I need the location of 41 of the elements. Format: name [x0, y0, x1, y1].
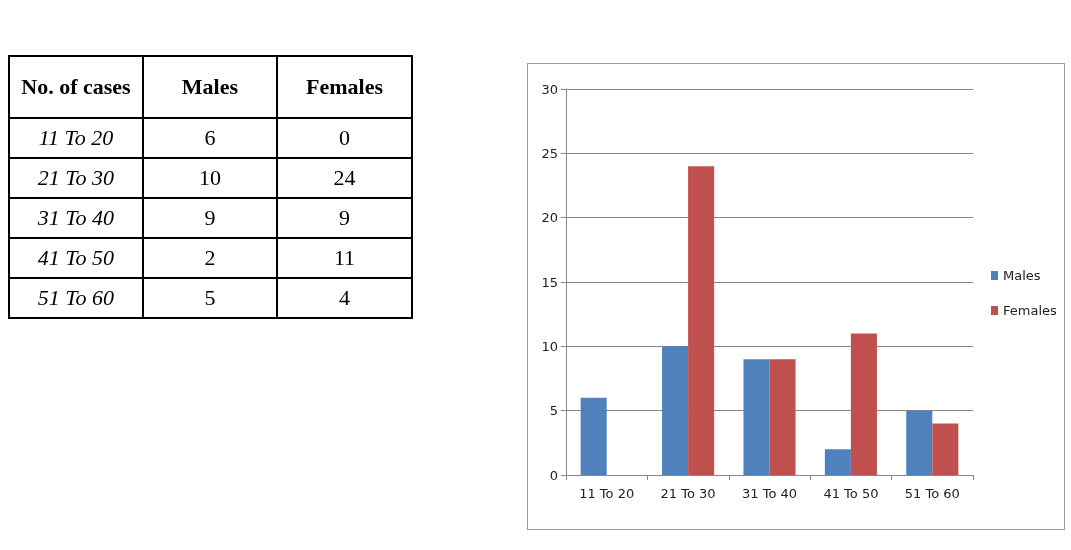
data-label: 24 [277, 158, 412, 198]
data-label: 2 [142, 238, 278, 278]
legend-label: Males [1003, 268, 1041, 283]
data-label: 6 [142, 118, 278, 158]
category-label: 41 To 50 [9, 238, 143, 278]
bar [824, 449, 851, 475]
bar [906, 410, 933, 475]
bar [932, 423, 959, 475]
bar [850, 333, 877, 475]
y-tick-label: 30 [541, 81, 558, 97]
y-tick-label: 10 [541, 338, 558, 354]
legend-label: Females [1003, 303, 1057, 318]
x-tick-label: 31 To 40 [741, 486, 798, 501]
x-tick-label: 11 To 20 [579, 486, 635, 501]
bar [688, 166, 715, 475]
bar [769, 359, 796, 475]
y-tick-label: 15 [541, 274, 558, 290]
category-label: 31 To 40 [9, 198, 143, 238]
text: Females [277, 56, 412, 118]
bar [743, 359, 770, 475]
data-label: 0 [277, 118, 412, 158]
category-label: 21 To 30 [9, 158, 143, 198]
data-label: 11 [277, 238, 412, 278]
y-tick-label: 25 [541, 145, 558, 161]
data-label: 9 [277, 198, 412, 238]
data-label: 10 [142, 158, 278, 198]
data-label: 4 [277, 278, 412, 318]
category-label: 11 To 20 [9, 118, 143, 158]
y-tick-label: 0 [549, 467, 558, 483]
y-tick-label: 20 [541, 210, 558, 226]
x-tick-label: 21 To 30 [660, 486, 716, 501]
text: Males [142, 56, 278, 118]
bar [662, 346, 689, 475]
category-label: 51 To 60 [9, 278, 143, 318]
x-tick-label: 41 To 50 [823, 486, 879, 501]
x-tick-label: 51 To 60 [904, 486, 960, 501]
data-label: 5 [142, 278, 278, 318]
bar [580, 397, 607, 475]
y-tick-label: 5 [549, 403, 558, 419]
data-label: 9 [142, 198, 278, 238]
text: No. of cases [9, 56, 143, 118]
